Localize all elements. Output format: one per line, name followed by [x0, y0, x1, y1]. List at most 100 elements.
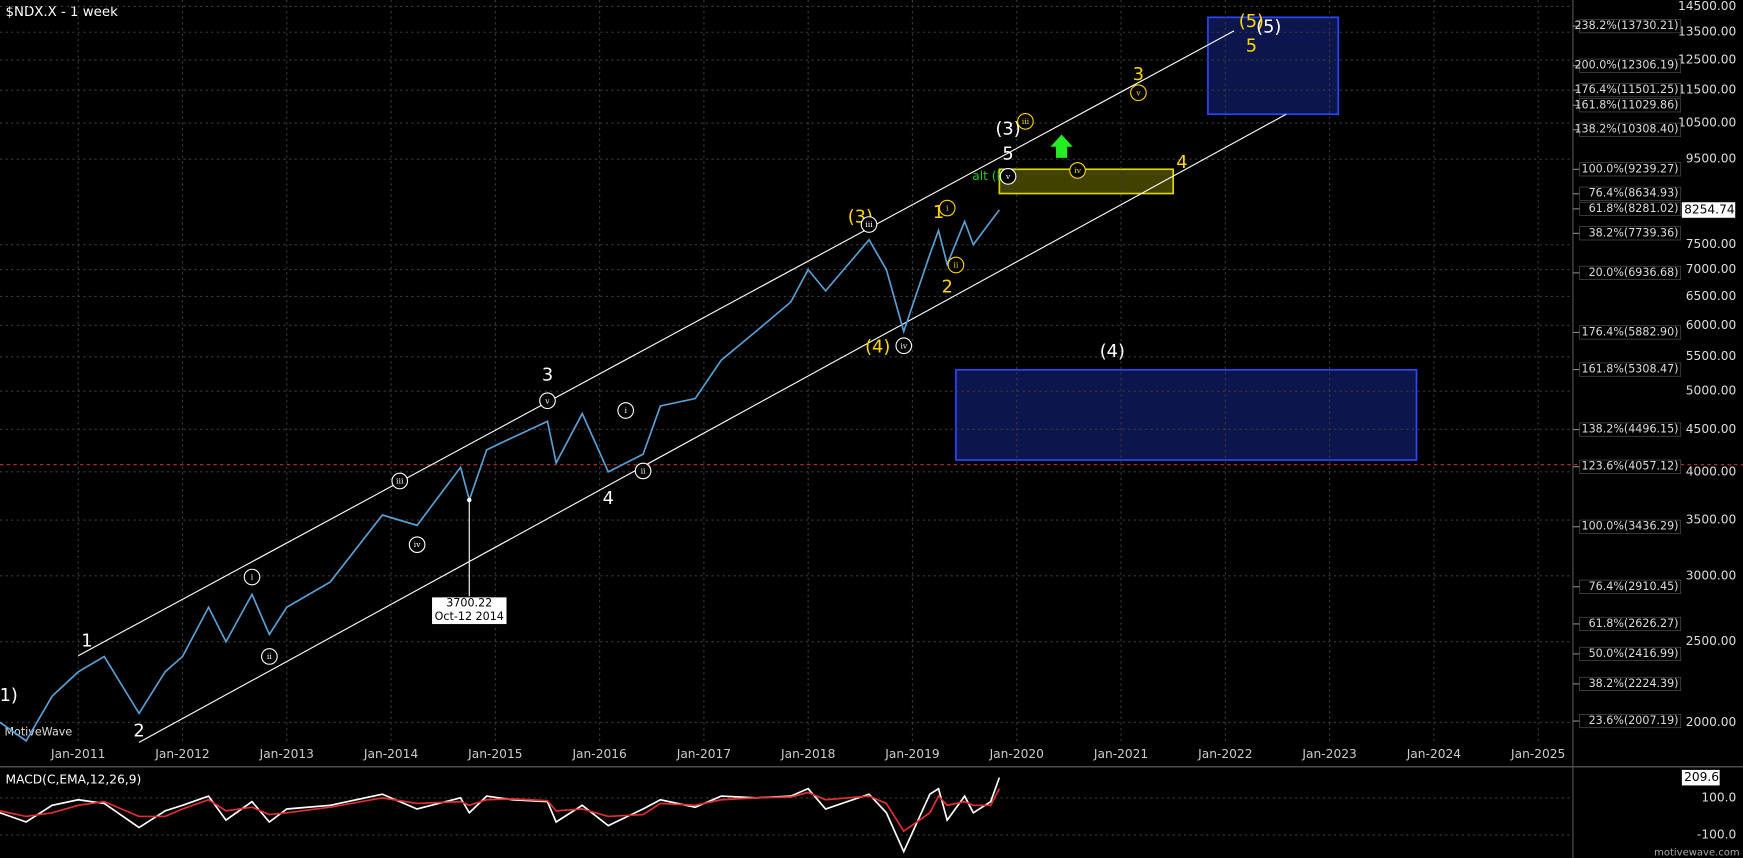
fib-box [1579, 676, 1682, 691]
channel-line [77, 30, 1235, 657]
wave-label: i [624, 406, 627, 415]
y-tick-label: 10500.00 [1678, 116, 1736, 130]
fib-label: 38.2%(7739.36) [1589, 226, 1679, 239]
x-tick-label: Jan-2020 [989, 747, 1044, 761]
watermark: MotiveWave [4, 725, 72, 738]
fib-box [1579, 422, 1682, 437]
wave-label: 3 [542, 365, 553, 386]
x-tick-label: Jan-2019 [884, 747, 939, 761]
wave-circle [634, 462, 652, 480]
wave-label: 1 [81, 630, 92, 651]
fib-box [1579, 122, 1682, 137]
y-tick-label: 3500.00 [1686, 513, 1737, 527]
wave-label: 4 [1176, 152, 1187, 173]
channel-line [138, 113, 1287, 743]
wave-label: iv [900, 341, 907, 350]
fib-box [1579, 519, 1682, 534]
green-arrow [1050, 134, 1073, 158]
wave-label: v [1005, 172, 1011, 181]
fib-box [1579, 186, 1682, 201]
indicator-line [0, 777, 1001, 854]
wave-label: ii [953, 261, 958, 270]
callout-value: 3700.22 [446, 596, 492, 609]
x-tick-label: Jan-2011 [50, 747, 105, 761]
fib-label: 138.2%(10308.40) [1574, 123, 1678, 136]
fib-box [1579, 714, 1682, 729]
fib-label: 61.8%(2626.27) [1589, 617, 1679, 630]
fib-label: 23.6%(2007.19) [1589, 714, 1679, 727]
wave-circle [539, 392, 556, 410]
x-tick-label: Jan-2022 [1197, 747, 1252, 761]
x-tick-label: Jan-2013 [259, 747, 314, 761]
callout-box [430, 596, 508, 626]
x-tick-label: Jan-2016 [571, 747, 626, 761]
wave-label: 2 [942, 277, 953, 298]
fib-label: 20.0%(6936.68) [1589, 266, 1679, 279]
wave-label: iii [865, 220, 873, 229]
wave-label: (5) [1256, 16, 1281, 37]
wave-circle [1130, 84, 1147, 102]
y-tick-label: 3000.00 [1686, 568, 1737, 582]
current-value: 8254.74 [1684, 203, 1735, 217]
wave-circle [408, 536, 426, 554]
indicator-line [0, 788, 1001, 833]
wave-label: 4 [603, 488, 614, 509]
fib-box [1579, 362, 1682, 377]
x-tick-label: Jan-2018 [780, 747, 835, 761]
wave-label: 5 [1246, 35, 1257, 56]
wave-circle [1017, 113, 1034, 130]
wave-label: iv [414, 540, 421, 549]
fib-label: 138.2%(4496.15) [1582, 423, 1679, 436]
price-line [0, 209, 1000, 743]
y-tick-label: 5500.00 [1686, 349, 1737, 363]
wave-circle [391, 472, 409, 490]
wave-circle [947, 256, 965, 274]
wave-label: (3) [995, 119, 1020, 140]
fib-box [1579, 646, 1682, 661]
wave-label: 3 [1133, 64, 1144, 85]
callout-date: Oct-12 2014 [435, 610, 504, 623]
y-tick-label: 6500.00 [1686, 289, 1737, 303]
x-tick-label: Jan-2024 [1406, 747, 1462, 761]
fib-box [1579, 162, 1682, 177]
fib-label: 61.8%(8281.02) [1589, 202, 1679, 215]
fib-label: 161.8%(5308.47) [1582, 363, 1679, 376]
fib-box [1579, 459, 1682, 474]
chart-title: $NDX.X - 1 week [6, 5, 119, 20]
wave-label: v [1135, 88, 1141, 97]
macd-title: MACD(C,EMA,12,26,9) [6, 773, 142, 787]
wave-label: ii [267, 652, 272, 661]
wave-label: alt (b) [972, 169, 1009, 183]
wave-circle [261, 648, 278, 665]
wave-label: ii [641, 467, 646, 476]
target-zone [998, 168, 1175, 195]
source: motivewave.com [1654, 847, 1740, 858]
wave-label: 2 [133, 720, 144, 741]
wave-circle [617, 402, 635, 419]
fib-label: 38.2%(2224.39) [1589, 677, 1679, 690]
fib-box [1579, 58, 1682, 73]
wave-label: iv [1074, 166, 1081, 175]
fib-label: 50.0%(2416.99) [1589, 647, 1679, 660]
wave-circle [1069, 162, 1086, 179]
fib-box [1579, 325, 1682, 340]
fib-label: 200.0%(12306.19) [1574, 59, 1678, 72]
wave-label: iii [396, 477, 404, 486]
wave-label: i [251, 573, 254, 582]
fib-box [1579, 226, 1682, 241]
x-tick-label: Jan-2015 [467, 747, 522, 761]
fib-box [1579, 616, 1682, 631]
wave-label: (5) [1239, 11, 1264, 32]
callout-dot [467, 497, 472, 503]
x-tick-label: Jan-2023 [1301, 747, 1356, 761]
wave-label: i [946, 204, 949, 213]
y-tick-label: 7000.00 [1686, 262, 1737, 276]
y-tick-label: 14500.00 [1678, 0, 1736, 13]
fib-label: 100.0%(9239.27) [1582, 162, 1679, 175]
wave-circle [243, 568, 261, 586]
current-value-box [1681, 202, 1736, 218]
y-tick-label: 12500.00 [1678, 53, 1736, 67]
wave-label: 5 [1002, 143, 1013, 164]
